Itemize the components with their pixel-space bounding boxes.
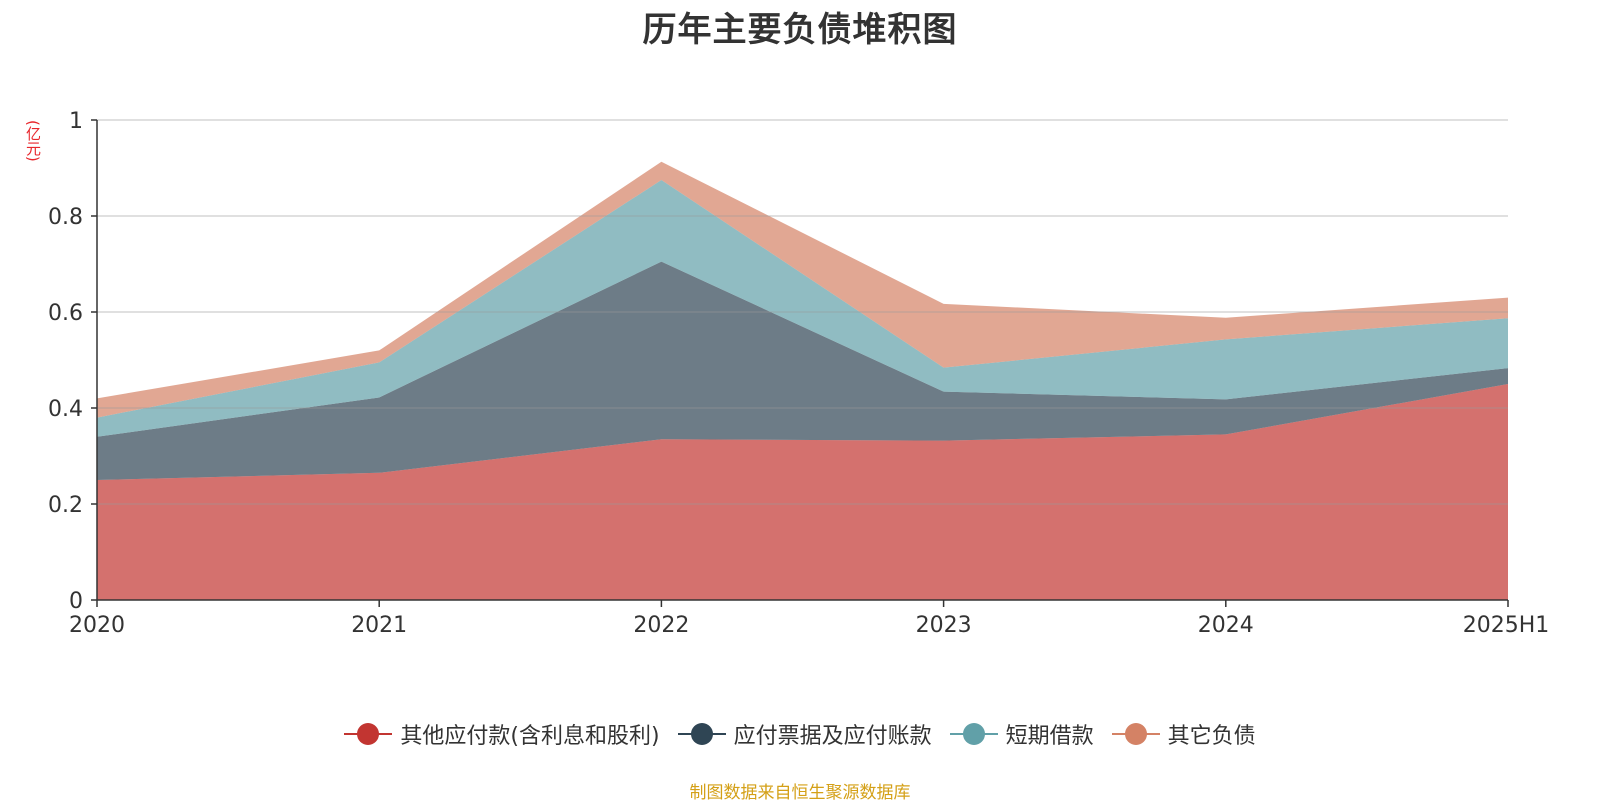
x-tick-label: 2023 — [916, 613, 972, 638]
legend-marker-icon — [949, 722, 998, 746]
series-area-2 — [97, 180, 1508, 437]
area-layer — [97, 161, 1508, 600]
legend-marker-icon — [344, 722, 393, 746]
y-tick-label: 1 — [69, 109, 83, 134]
legend-label: 其它负债 — [1167, 724, 1256, 749]
data-source-note: 制图数据来自恒生聚源数据库 — [689, 783, 911, 803]
y-tick-label: 0.6 — [48, 301, 83, 326]
chart-legend: 其他应付款(含利息和股利) 应付票据及应付账款 短期借款 其它负债 — [0, 718, 1600, 750]
x-tick-label: 2021 — [351, 613, 407, 638]
legend-dot — [962, 723, 985, 745]
legend-item-other-payables[interactable]: 其他应付款(含利息和股利) — [344, 718, 660, 750]
legend-marker-icon — [1111, 722, 1160, 746]
legend-dot — [357, 723, 380, 745]
legend-label: 应付票据及应付账款 — [733, 724, 932, 749]
legend-item-other-liabilities[interactable]: 其它负债 — [1111, 718, 1256, 750]
x-tick-label: 2022 — [633, 613, 689, 638]
legend-label: 其他应付款(含利息和股利) — [400, 724, 660, 749]
stacked-area-chart: 0 0.2 0.4 0.6 0.8 1 2020 2021 2022 2023 2024 2025H1 — [48, 109, 1550, 638]
y-tick-label: 0.8 — [48, 205, 83, 230]
legend-label: 短期借款 — [1005, 724, 1094, 749]
legend-dot — [690, 723, 713, 745]
x-tick-label: 2020 — [69, 613, 125, 638]
series-area-1 — [97, 261, 1508, 480]
y-tick-label: 0.2 — [48, 493, 83, 518]
series-area-0 — [97, 384, 1508, 600]
legend-marker-icon — [677, 722, 726, 746]
y-tick-label: 0.4 — [48, 397, 83, 422]
x-tick-label: 2025H1 — [1463, 613, 1550, 638]
legend-item-notes-accounts-payable[interactable]: 应付票据及应付账款 — [677, 718, 932, 750]
legend-dot — [1124, 723, 1147, 745]
chart-title: 历年主要负债堆积图 — [642, 10, 958, 50]
legend-item-short-term-borrowings[interactable]: 短期借款 — [949, 718, 1094, 750]
y-tick-label: 0 — [69, 589, 83, 614]
y-axis-unit-label: (亿元) — [24, 120, 42, 162]
x-tick-label: 2024 — [1198, 613, 1254, 638]
